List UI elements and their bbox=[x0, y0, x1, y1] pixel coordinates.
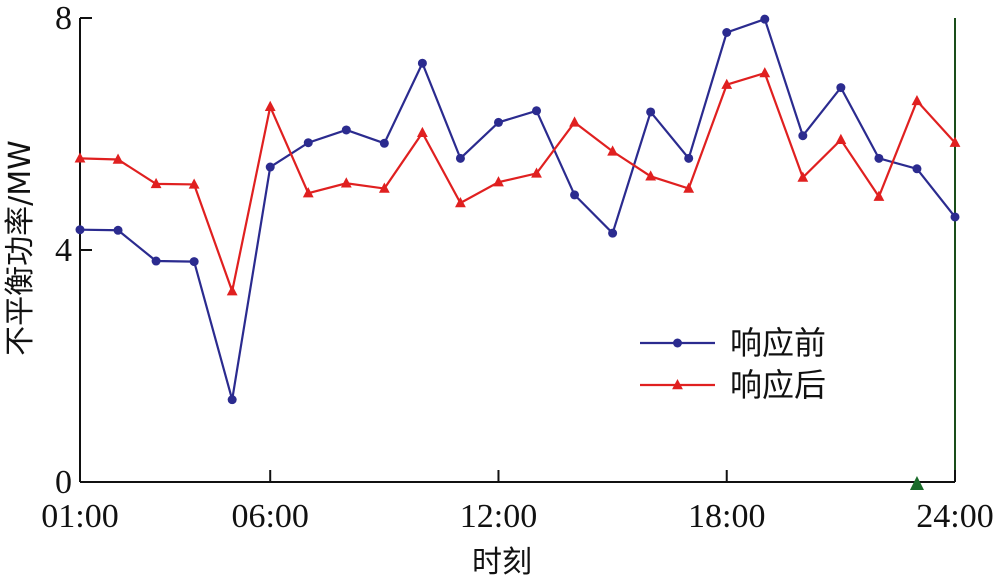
data-point bbox=[532, 106, 542, 116]
data-point bbox=[645, 170, 657, 181]
axis-triangle-marker bbox=[909, 476, 924, 490]
data-point bbox=[379, 138, 389, 148]
data-point bbox=[455, 153, 465, 163]
data-point bbox=[835, 133, 847, 144]
axes bbox=[79, 18, 956, 490]
data-point bbox=[189, 257, 199, 267]
data-point bbox=[760, 14, 770, 24]
data-point bbox=[722, 28, 732, 37]
data-point bbox=[684, 153, 694, 163]
series-line bbox=[79, 17, 956, 400]
data-point bbox=[493, 117, 503, 127]
legend-marker bbox=[672, 379, 683, 390]
data-point bbox=[912, 164, 922, 174]
data-point bbox=[455, 197, 466, 208]
data-point bbox=[949, 136, 961, 147]
data-point bbox=[797, 171, 809, 182]
data-point bbox=[112, 153, 124, 164]
data-point bbox=[113, 225, 123, 235]
data-point bbox=[340, 177, 352, 188]
data-point bbox=[531, 167, 542, 178]
x-tick-label: 06:00 bbox=[231, 498, 308, 535]
data-point bbox=[226, 285, 238, 296]
data-point bbox=[608, 228, 618, 238]
data-point bbox=[75, 225, 85, 235]
data-point bbox=[493, 176, 504, 187]
data-point bbox=[416, 126, 428, 138]
data-point bbox=[265, 162, 275, 172]
series-line bbox=[79, 71, 956, 296]
legend-label: 响应后 bbox=[730, 366, 826, 404]
data-point bbox=[227, 395, 237, 405]
data-point bbox=[570, 190, 580, 200]
series-layer bbox=[74, 14, 961, 405]
data-point bbox=[378, 182, 390, 193]
y-tick-label: 0 bbox=[55, 464, 72, 501]
legend-entry: 响应后 bbox=[640, 366, 826, 404]
x-tick-label: 12:00 bbox=[460, 498, 537, 535]
x-tick-label: 01:00 bbox=[41, 498, 118, 535]
data-point bbox=[683, 182, 695, 193]
data-point bbox=[721, 78, 733, 89]
data-point bbox=[873, 190, 885, 201]
y-axis-title: 不平衡功率/MW bbox=[3, 140, 38, 356]
data-point bbox=[911, 94, 923, 106]
data-point bbox=[151, 256, 161, 266]
data-point bbox=[759, 67, 771, 78]
data-point bbox=[950, 212, 960, 222]
data-point bbox=[417, 58, 427, 68]
data-point bbox=[74, 152, 86, 163]
legend-label: 响应前 bbox=[730, 324, 826, 362]
data-point bbox=[798, 131, 808, 141]
data-point bbox=[607, 145, 619, 156]
y-tick-label: 4 bbox=[55, 232, 72, 269]
data-point bbox=[264, 100, 276, 111]
data-point bbox=[646, 107, 656, 117]
x-axis-title: 时刻 bbox=[472, 545, 532, 580]
data-point bbox=[303, 138, 313, 148]
data-point bbox=[188, 178, 200, 189]
y-tick-label: 8 bbox=[55, 0, 72, 37]
legend-marker bbox=[673, 338, 682, 348]
series-2 bbox=[74, 67, 961, 296]
x-tick-label: 24:00 bbox=[916, 498, 993, 535]
ticks: 0 4 8 01:00 06:00 12:00 18:00 24:00 bbox=[41, 0, 993, 535]
data-point bbox=[569, 116, 580, 127]
data-point bbox=[874, 153, 884, 163]
data-point bbox=[341, 125, 351, 135]
data-point bbox=[150, 177, 162, 189]
series-1 bbox=[75, 14, 960, 405]
data-point bbox=[302, 187, 314, 198]
data-point bbox=[836, 83, 846, 93]
x-tick-label: 18:00 bbox=[688, 498, 765, 535]
legend-entry: 响应前 bbox=[640, 324, 826, 362]
